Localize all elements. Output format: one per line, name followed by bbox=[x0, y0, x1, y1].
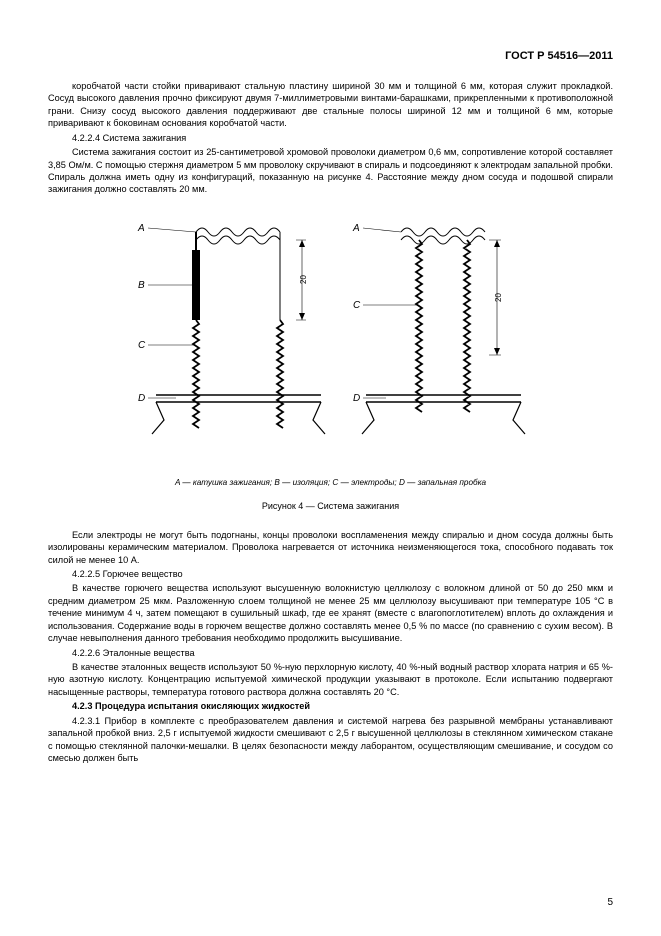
label-d: D bbox=[138, 393, 145, 404]
paragraph: 4.2.3 Процедура испытания окисляющих жид… bbox=[48, 700, 613, 712]
figure-caption: Рисунок 4 — Система зажигания bbox=[48, 501, 613, 511]
paragraph: Система зажигания состоит из 25-сантимет… bbox=[48, 146, 613, 196]
paragraph: В качестве горючего вещества используют … bbox=[48, 582, 613, 644]
dimension-label: 20 bbox=[299, 274, 308, 283]
section-number: 4.2.2.6 bbox=[72, 648, 103, 658]
label-c: C bbox=[353, 300, 361, 311]
page: ГОСТ Р 54516—2011 коробчатой части стойк… bbox=[0, 0, 661, 936]
body-text-block-1: коробчатой части стойки приваривают стал… bbox=[48, 80, 613, 196]
label-a: A bbox=[352, 223, 360, 234]
paragraph: 4.2.2.5 Горючее вещество bbox=[48, 568, 613, 580]
paragraph: 4.2.3.1 Прибор в комплекте с преобразова… bbox=[48, 715, 613, 765]
section-number: 4.2.2.5 bbox=[72, 569, 103, 579]
paragraph: коробчатой части стойки приваривают стал… bbox=[48, 80, 613, 130]
section-number: 4.2.3.1 bbox=[72, 716, 105, 726]
paragraph: Если электроды не могут быть подогнаны, … bbox=[48, 529, 613, 566]
figure-4: A B C D 20 bbox=[48, 210, 613, 470]
page-number: 5 bbox=[607, 897, 613, 908]
section-title: Горючее вещество bbox=[103, 569, 183, 579]
section-number: 4.2.3 bbox=[72, 701, 95, 711]
paragraph-text: Прибор в комплекте с преобразователем да… bbox=[48, 716, 613, 763]
paragraph: В качестве эталонных веществ используют … bbox=[48, 661, 613, 698]
body-text-block-2: Если электроды не могут быть подогнаны, … bbox=[48, 529, 613, 765]
dimension-label: 20 bbox=[494, 292, 503, 301]
ignition-system-diagram: A B C D 20 bbox=[116, 210, 546, 470]
section-number: 4.2.2.4 bbox=[72, 133, 103, 143]
section-title: Процедура испытания окисляющих жидкостей bbox=[95, 701, 310, 711]
figure-legend: A — катушка зажигания; B — изоляция; C —… bbox=[48, 478, 613, 487]
document-header: ГОСТ Р 54516—2011 bbox=[48, 50, 613, 62]
label-b: B bbox=[138, 280, 145, 291]
section-title: Система зажигания bbox=[103, 133, 187, 143]
label-d: D bbox=[353, 393, 360, 404]
paragraph: 4.2.2.6 Эталонные вещества bbox=[48, 647, 613, 659]
section-title: Эталонные вещества bbox=[103, 648, 195, 658]
paragraph: 4.2.2.4 Система зажигания bbox=[48, 132, 613, 144]
label-a: A bbox=[137, 223, 145, 234]
label-c: C bbox=[138, 340, 146, 351]
